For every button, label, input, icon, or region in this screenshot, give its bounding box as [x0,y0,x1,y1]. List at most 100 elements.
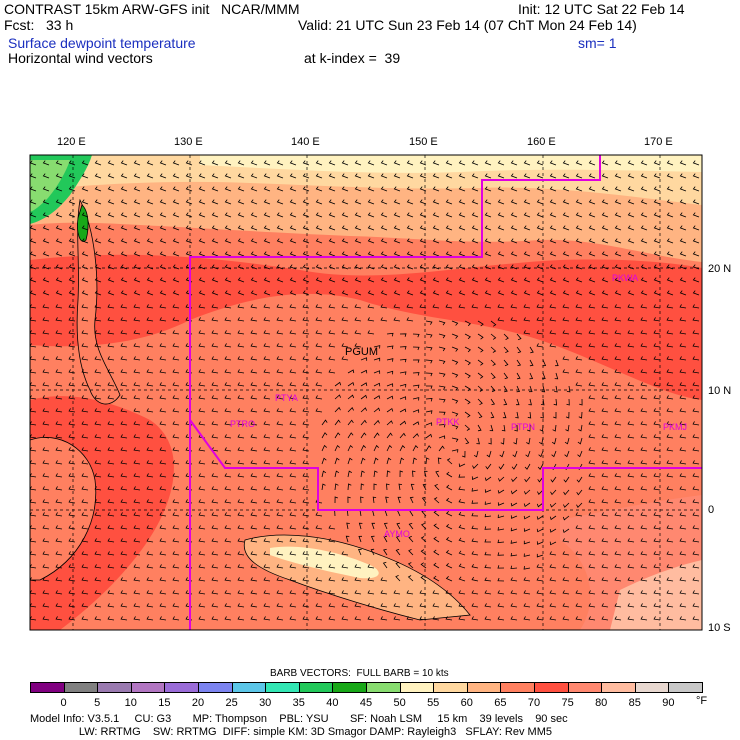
wind-barb [399,346,407,350]
wind-barb [198,290,206,296]
wind-barb [406,277,414,283]
wind-barb [237,264,245,270]
wind-barb [94,395,102,400]
smoothing-label: sm= 1 [578,35,617,51]
wind-barb [159,264,167,270]
wind-barb [55,251,63,257]
wind-barb [237,369,245,374]
wind-barb [477,411,483,419]
station-ptkk: PTKK [436,417,460,427]
wind-barb [302,199,310,205]
wind-barb [120,212,128,218]
wind-barb [640,290,648,296]
wind-barb [250,590,258,595]
wind-barb [549,528,557,533]
wind-barb [315,173,323,179]
wind-barb [360,470,365,478]
wind-barb [81,473,89,478]
wind-barb [120,395,128,400]
wind-barb [500,437,505,445]
wind-barb [614,395,622,400]
wind-barb [653,160,661,166]
wind-barb [446,484,453,491]
colorbar-swatch [567,682,603,693]
wind-barb [289,577,297,582]
wind-barb [159,330,167,335]
wind-barb [81,525,89,530]
wind-barb [396,522,401,530]
wind-barb [55,525,63,530]
wind-barb [653,317,661,322]
wind-barb [198,525,206,530]
wind-barb [354,199,362,205]
wind-barb [107,369,115,374]
wind-barb [446,458,453,465]
wind-barb [420,575,427,582]
wind-barb [55,290,63,296]
wind-barb [383,535,388,543]
wind-barb [536,238,544,244]
wind-barb [81,447,89,452]
wind-barb [250,343,258,348]
wind-barb [490,333,497,340]
wind-barb [524,476,531,483]
wind-barb [373,483,377,490]
wind-barb [55,343,63,348]
wind-barb [538,437,544,445]
wind-barb [692,603,700,608]
wind-barb [263,499,271,504]
wind-barb [510,540,518,544]
wind-barb [120,525,128,530]
wind-barb [172,421,180,426]
wind-barb [341,590,349,595]
wind-barb [432,290,440,296]
wind-barb [263,160,271,166]
wind-barb [549,343,557,348]
wind-barb [471,564,479,569]
wind-barb [315,564,323,569]
wind-barb [224,460,232,465]
wind-barb [679,199,687,205]
wind-barb [640,434,648,439]
wind-barb [640,264,648,270]
wind-barb [419,590,427,595]
wind-barb [666,264,674,270]
wind-barb [484,290,492,296]
wind-barb [94,473,102,478]
wind-barb [133,486,141,491]
wind-barb [42,551,50,556]
wind-barb [497,290,505,296]
wind-barb [302,343,310,348]
wind-barb [541,385,546,393]
wind-barb [399,420,407,426]
wind-barb [421,496,427,504]
wind-barb [653,603,661,608]
wind-barb [484,590,492,595]
wind-barb [433,562,440,569]
wind-barb [107,538,115,543]
wind-barb [601,616,609,621]
wind-barb [562,577,570,582]
wind-barb [614,460,622,465]
wind-barb [497,199,505,205]
wind-barb [68,408,76,413]
wind-barb [120,603,128,608]
wind-barb [577,450,583,458]
wind-barb [679,408,687,413]
wind-barb [250,499,258,504]
wind-barb [276,590,284,595]
wind-barb [458,238,466,244]
wind-barb [341,225,349,231]
wind-barb [666,564,674,569]
wind-barb [484,173,492,179]
wind-barb [588,225,596,231]
wind-barb [315,577,323,582]
wind-barb [120,538,128,543]
wind-barb [393,290,401,296]
wind-barb [250,212,258,218]
wind-barb [276,264,284,270]
wind-barb [540,398,545,406]
wind-barb [438,411,446,416]
wind-barb [692,512,700,517]
wind-barb [666,460,674,465]
